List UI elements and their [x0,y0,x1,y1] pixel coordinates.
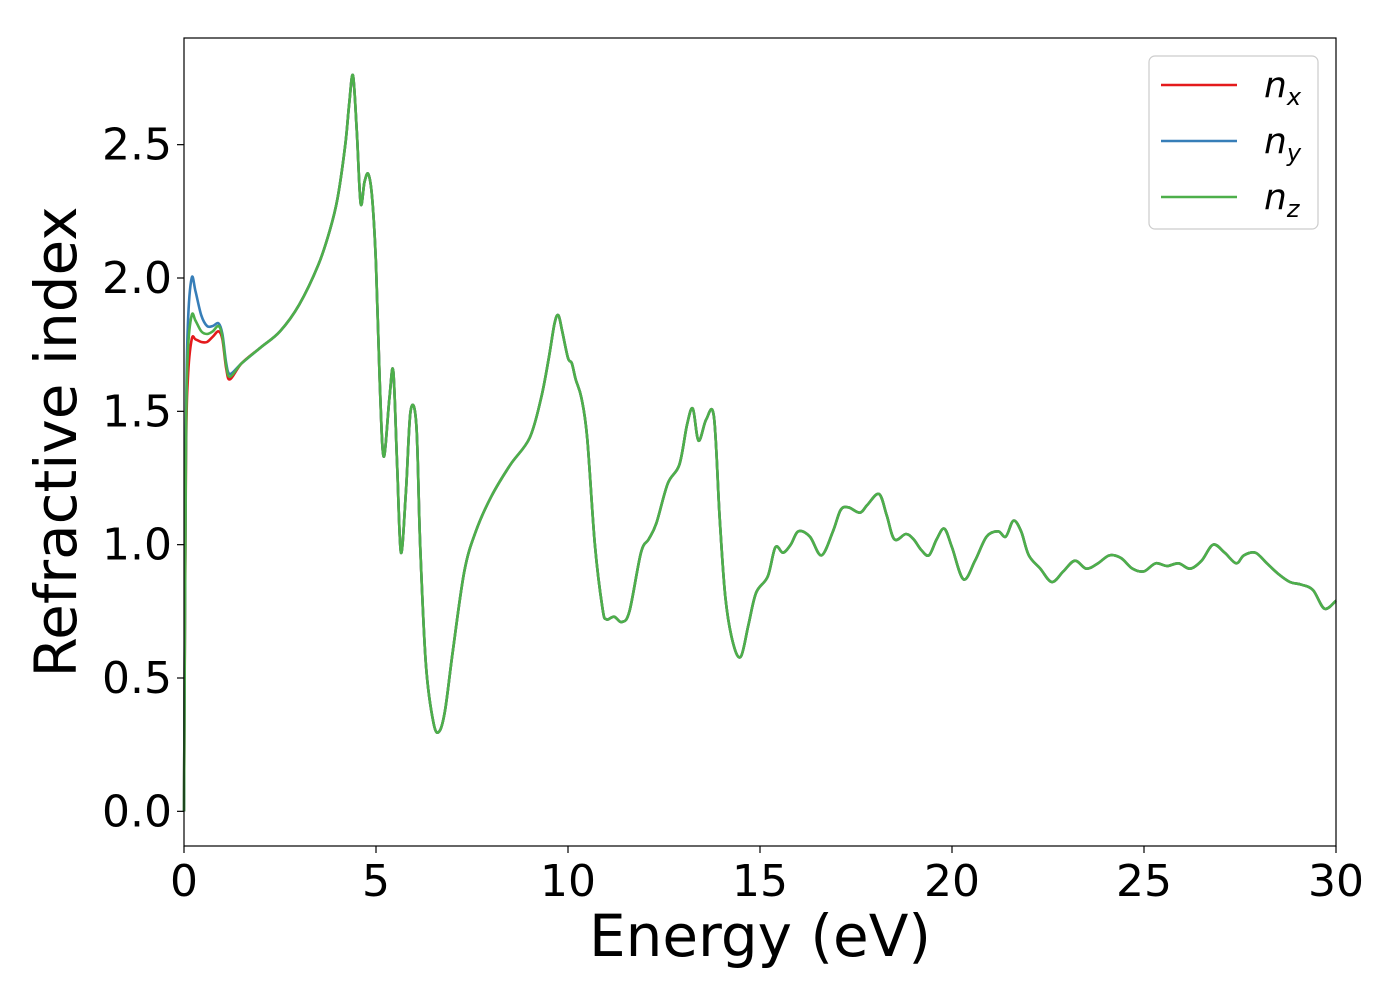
series-line-z [182,73,1337,812]
legend-label-z: nz [1264,177,1301,223]
y-tick-label: 2.0 [102,253,172,304]
y-axis-label: Refractive index [22,206,90,677]
x-tick-label: 10 [540,856,596,907]
legend-label-y: ny [1264,121,1302,167]
x-tick-label: 15 [732,856,788,907]
y-tick-label: 0.0 [102,786,172,837]
legend-label-x: nx [1264,65,1302,111]
x-axis-label: Energy (eV) [589,902,931,970]
y-tick-label: 0.5 [102,653,172,704]
x-tick-label: 25 [1116,856,1172,907]
x-tick-label: 5 [362,856,390,907]
x-tick-label: 30 [1308,856,1364,907]
x-tick-label: 0 [170,856,198,907]
x-tick-label: 20 [924,856,980,907]
x-axis-ticks: 0 5 10 15 20 25 30 [170,846,1364,907]
legend-items: nx ny nz [1161,65,1302,223]
y-axis-ticks: 0.0 0.5 1.0 1.5 2.0 2.5 [102,120,184,837]
legend: nx ny nz [1148,55,1319,230]
y-tick-label: 1.0 [102,520,172,571]
legend-box [1148,55,1319,230]
y-tick-label: 1.5 [102,386,172,437]
y-tick-label: 2.5 [102,120,172,171]
series-layer [182,73,1337,812]
